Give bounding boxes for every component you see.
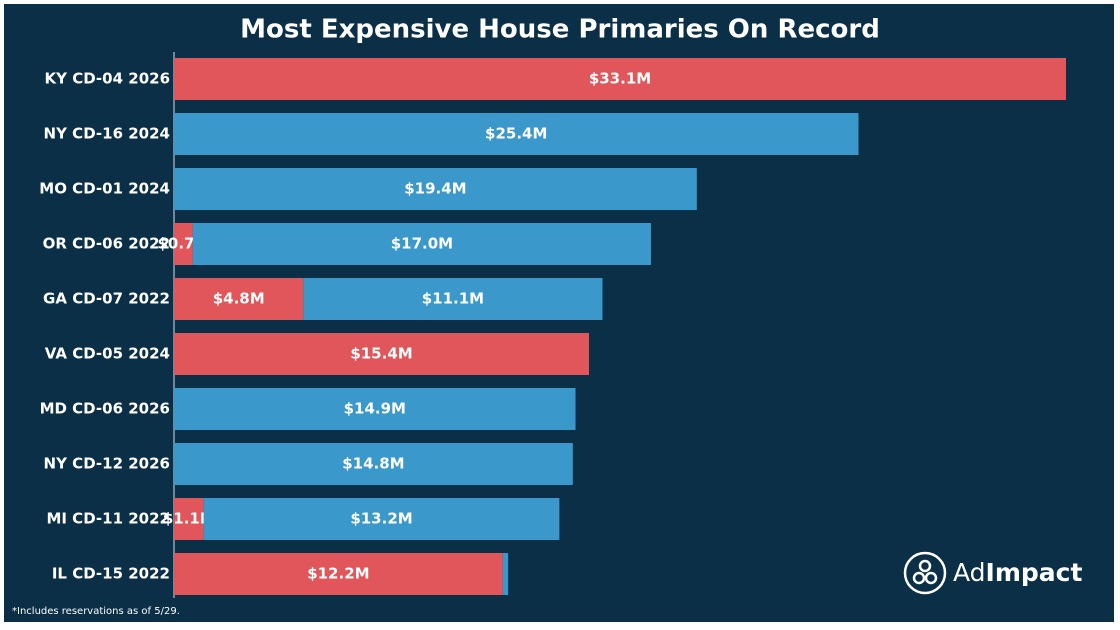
y-tick-label: NY CD-12 2026: [44, 455, 170, 473]
bar: [174, 553, 503, 595]
bar: [502, 553, 509, 595]
data-label: $15.4M: [350, 345, 412, 363]
bar: [174, 223, 193, 265]
logo-text: AdImpact: [953, 558, 1082, 587]
bar: [174, 113, 859, 155]
y-tick-label: KY CD-04 2026: [44, 70, 170, 88]
bar: [174, 333, 590, 375]
data-label: $19.4M: [404, 180, 466, 198]
data-label: $12.2M: [307, 565, 369, 583]
bar: [174, 278, 304, 320]
data-label: $33.1M: [589, 70, 651, 88]
logo-dot: [918, 559, 932, 573]
bar: [174, 443, 573, 485]
data-label: $14.9M: [344, 400, 406, 418]
y-tick-label: NY CD-16 2024: [44, 125, 170, 143]
bar: [174, 58, 1066, 100]
footnote: *Includes reservations as of 5/29.: [12, 606, 180, 617]
bar: [174, 168, 697, 210]
data-label: $4.8M: [213, 290, 265, 308]
bar: [192, 223, 651, 265]
y-tick-label: MO CD-01 2024: [39, 180, 170, 198]
data-label: $14.8M: [342, 455, 404, 473]
y-tick-label: MD CD-06 2026: [40, 400, 170, 418]
data-label: $1.1M: [163, 510, 215, 528]
logo-ring: [903, 551, 947, 595]
data-label: $13.2M: [350, 510, 412, 528]
y-tick-label: VA CD-05 2024: [45, 345, 170, 363]
chart-title: Most Expensive House Primaries On Record: [240, 15, 880, 45]
logo: AdImpact: [903, 551, 1082, 595]
logo-dot: [924, 571, 938, 585]
bar: [203, 498, 560, 540]
logo-text-a: Ad: [953, 558, 986, 587]
y-tick-label: OR CD-06 2022: [43, 235, 170, 253]
bar: [303, 278, 603, 320]
bar: [174, 388, 576, 430]
data-label: $11.1M: [422, 290, 484, 308]
bar: [174, 498, 204, 540]
data-label: $25.4M: [485, 125, 547, 143]
logo-dot: [912, 571, 926, 585]
y-tick-label: IL CD-15 2022: [52, 565, 170, 583]
logo-text-b: Impact: [986, 558, 1083, 587]
y-tick-label: GA CD-07 2022: [43, 290, 170, 308]
y-tick-label: MI CD-11 2022: [46, 510, 170, 528]
data-label: $17.0M: [391, 235, 453, 253]
